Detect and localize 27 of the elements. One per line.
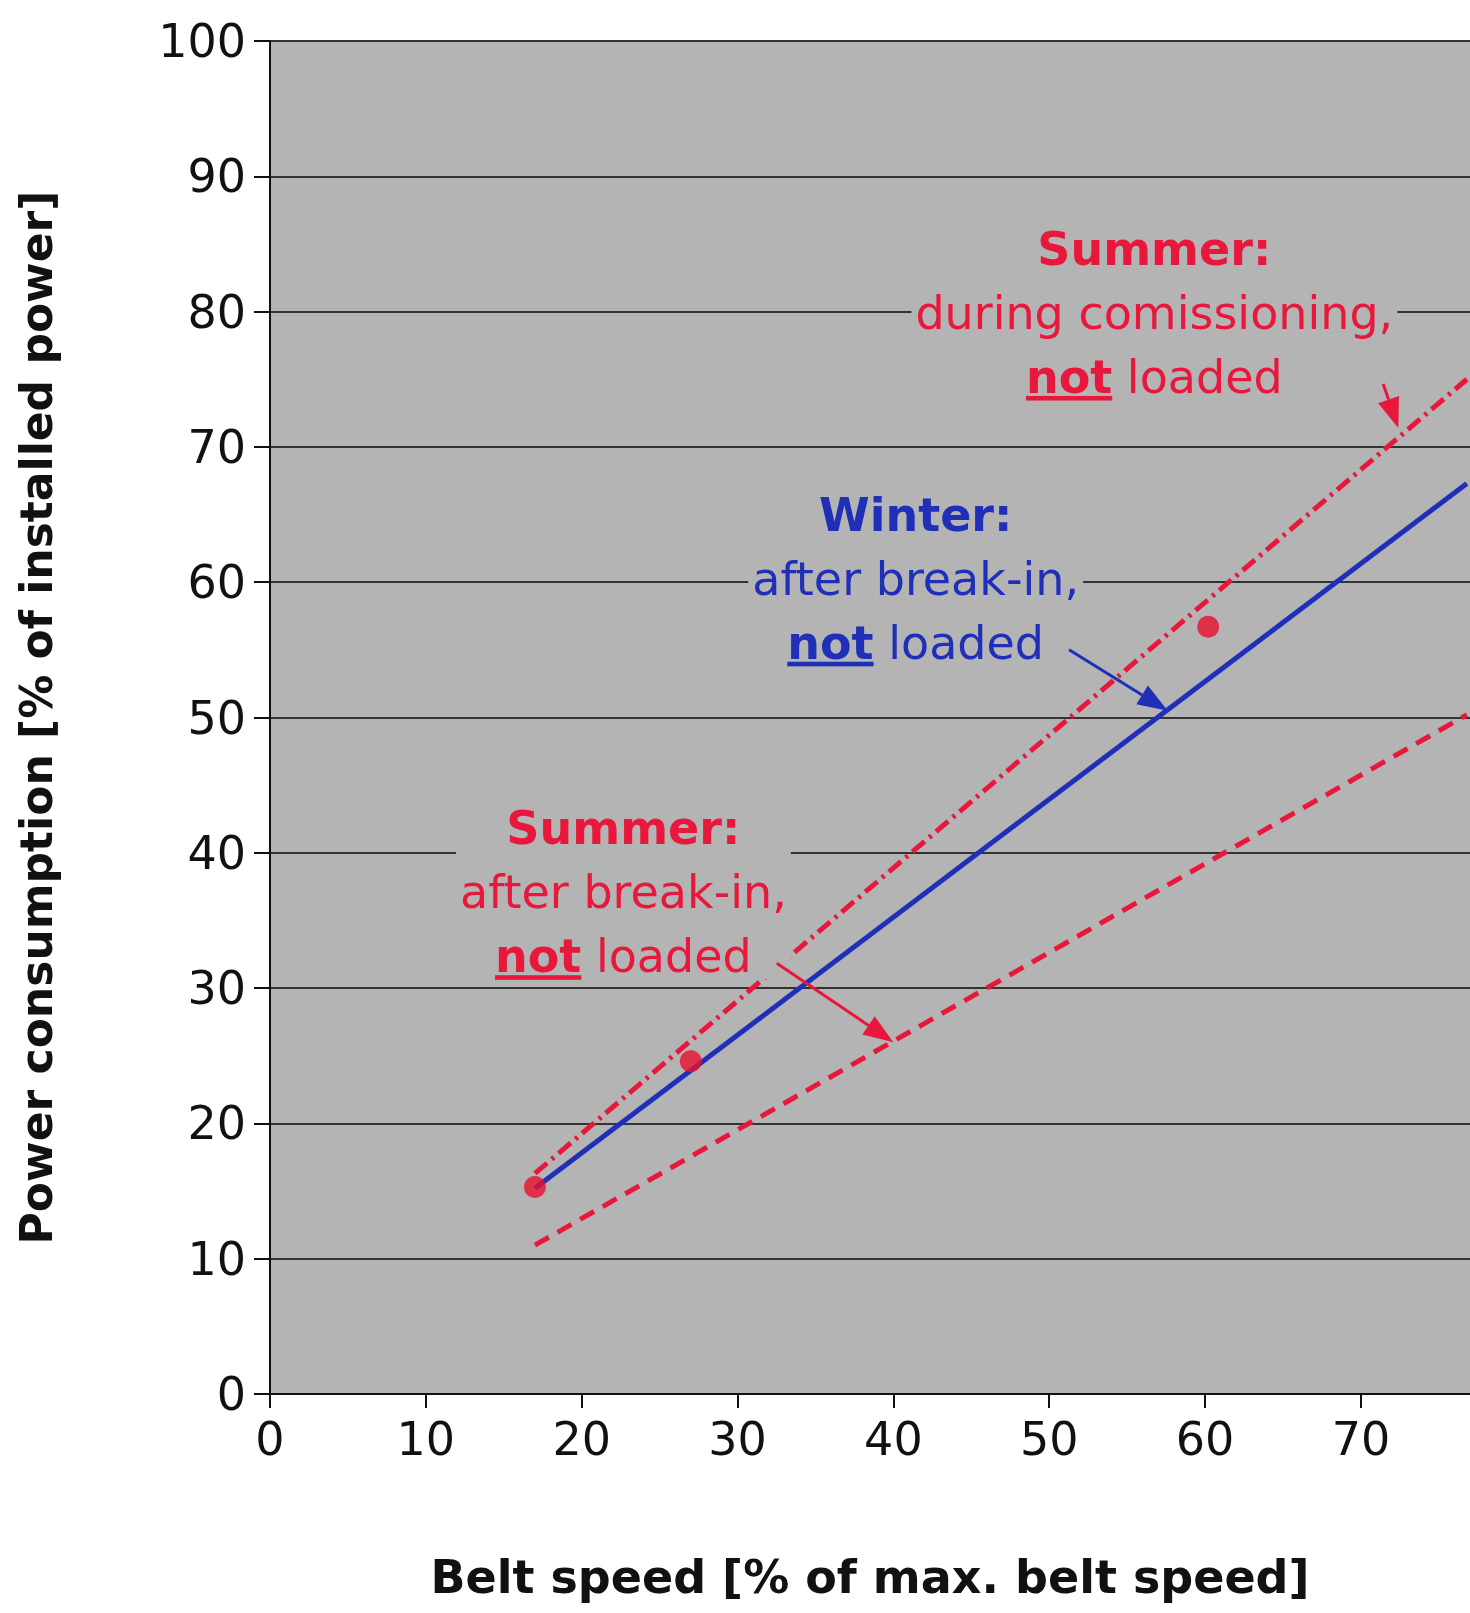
x-tick-label: 40 — [864, 1412, 923, 1466]
y-axis-title: Power consumption [% of installed power] — [10, 190, 62, 1245]
y-tick-label: 100 — [158, 14, 246, 68]
x-tick-label: 20 — [552, 1412, 611, 1466]
x-tick-label: 0 — [255, 1412, 285, 1466]
annotation: Winter: after break-in, not loaded — [752, 487, 1080, 670]
x-axis-title: Belt speed [% of max. belt speed] — [430, 1550, 1310, 1604]
x-tick-label: 30 — [708, 1412, 767, 1466]
x-tick-label: 60 — [1175, 1412, 1235, 1466]
x-tick-label: 70 — [1331, 1412, 1391, 1466]
annotation: Summer: after break-in, not loaded — [459, 801, 787, 984]
y-tick-label: 50 — [187, 690, 246, 745]
x-tick-label: 10 — [396, 1412, 456, 1466]
y-tick-label: 90 — [187, 149, 246, 204]
y-tick-label: 60 — [187, 555, 246, 610]
point — [1197, 615, 1220, 638]
y-tick-label: 0 — [216, 1367, 246, 1421]
y-tick-label: 30 — [187, 961, 246, 1016]
y-tick-label: 70 — [187, 419, 246, 474]
y-tick-label: 10 — [187, 1231, 246, 1286]
y-tick-label: 80 — [187, 284, 246, 339]
annotation: Summer: during comissioning, not loaded — [915, 221, 1394, 404]
y-tick-label: 40 — [187, 825, 246, 880]
point — [679, 1050, 702, 1073]
y-tick-label: 20 — [187, 1096, 246, 1151]
x-tick-label: 50 — [1019, 1412, 1079, 1466]
point — [523, 1176, 546, 1198]
